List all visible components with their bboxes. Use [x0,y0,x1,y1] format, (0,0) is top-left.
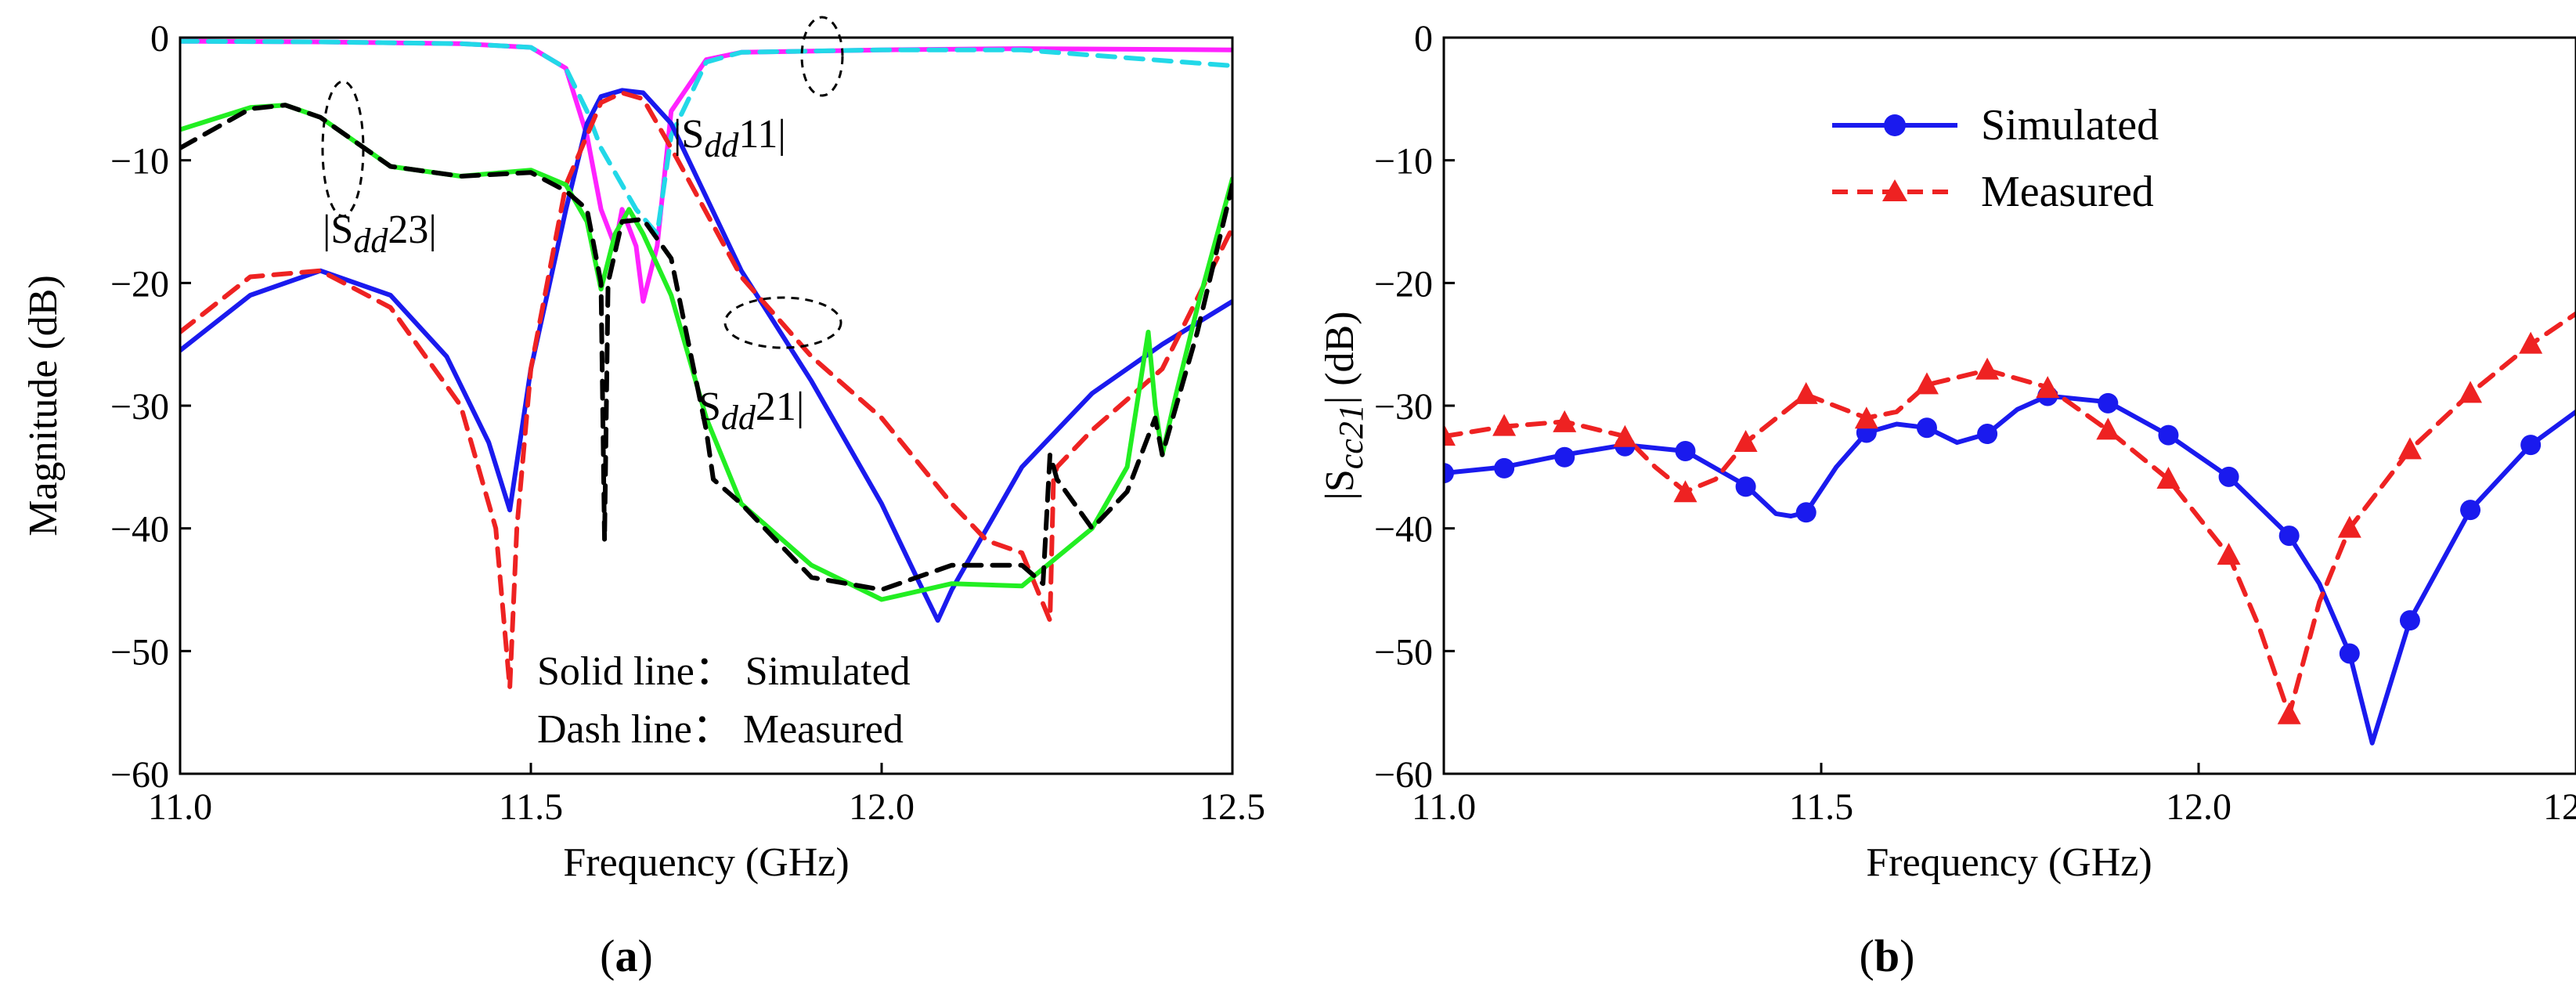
series-measured-marker [2519,331,2543,354]
series-simulated-marker [2098,392,2119,414]
panel-b-x-axis-title: Frequency (GHz) [1866,840,2152,885]
panel-a-x-tick-label: 11.5 [499,786,563,828]
panel-a-x-tick-label: 12.5 [1200,786,1265,828]
series-sdd11-measured-line [180,38,1232,237]
panel-a-ticks: 11.0 11.5 12.0 12.5 0 −10 −20 −30 −40 −50 −60 [110,18,1265,828]
panel-b-series-group [1444,311,2576,746]
panel-a-series-group [180,38,1232,691]
panel-b-x-tick-label: 11.0 [1412,786,1476,828]
panel-b-y-tick-label: −50 [1374,631,1433,673]
series-sdd23-simulated-line [180,103,1232,602]
legend-simulated-marker [1884,114,1906,136]
panel-b-x-tick-label: 12.5 [2543,786,2576,828]
panel-a-caption: (a) [600,930,653,981]
series-measured-marker [1492,414,1517,436]
panel-b-y-tick-label: −60 [1374,754,1433,796]
series-measured-marker [2277,702,2301,724]
sdd11-label: |Sdd11| [673,112,786,164]
legend-simulated-label: Simulated [1981,101,2159,150]
series-simulated-marker [1444,463,1454,484]
panel-b: 11.0 11.5 12.0 12.5 0 −10 −20 −30 −40 −50 −60 Freq… [1318,18,2576,981]
panel-b-x-tick-label: 12.0 [2166,786,2231,828]
series-simulated-marker [2520,435,2542,456]
panel-b-x-tick-label: 11.5 [1789,786,1853,828]
series-measured-marker [2337,515,2361,538]
panel-a-x-axis-title: Frequency (GHz) [563,840,849,885]
series-simulated-marker [1735,476,1756,497]
panel-b-y-axis-title: |Scc21| (dB) [1318,311,1370,500]
series-measured-marker [1975,357,2000,380]
panel-a-y-tick-label: −30 [110,386,169,428]
series-sdd21-measured-line [180,90,1232,691]
legend-measured-label: Measured [1981,168,2154,216]
series-measured-marker [1914,372,1939,395]
series-simulated-marker [1675,440,1696,461]
series-simulated-marker [2460,500,2481,521]
series-simulated-marker [1916,417,1937,439]
series-simulated-marker [1977,424,1998,445]
series-measured-marker [2459,381,2483,403]
series-measured-marker [2156,467,2181,489]
solid-line-note: Solid line： Simulated [537,649,911,694]
panel-b-y-tick-label: −30 [1374,386,1433,428]
dash-line-note: Dash line： Measured [537,707,904,752]
series-measured-marker [1794,381,1818,404]
series-measured-marker [1673,480,1697,503]
series-measured-marker [1553,410,1577,432]
series-simulated-marker [2158,424,2179,446]
series-simulated-marker [1494,457,1515,479]
sdd21-ellipse [723,296,842,349]
series-measured-marker [2397,437,2422,460]
panel-a-y-tick-label: −10 [110,141,169,182]
panel-b-y-tick-label: −20 [1374,263,1433,305]
series-simulated-marker [2278,525,2300,547]
series-simulated-marker [1554,446,1575,468]
panel-b-caption: (b) [1860,930,1915,981]
series-simulated-marker [2218,466,2239,487]
panel-a-y-tick-label: −20 [110,263,169,305]
series-measured-marker [2217,543,2241,565]
series-sdd11-simulated-line [180,38,1232,304]
panel-a-y-tick-label: −60 [110,754,169,796]
panel-a: 11.0 11.5 12.0 12.5 0 −10 −20 −30 −40 −50 −60 Freq… [21,16,1265,981]
legend: Simulated Measured [1832,101,2159,216]
panel-b-y-tick-label: −10 [1374,141,1433,182]
series-simulated-marker [2339,643,2360,664]
series-simulated-marker [2399,610,2420,631]
series-measured-marker [1613,424,1637,447]
sdd21-label: Sdd21| [698,385,804,437]
panel-a-y-tick-label: −50 [110,631,169,673]
panel-a-y-axis-title: Magnitude (dB) [21,275,66,536]
sdd23-label: |Sdd23| [323,208,437,260]
series-measured-marker [2096,417,2120,440]
panel-b-y-tick-label: −40 [1374,509,1433,551]
panel-b-y-tick-label: 0 [1414,18,1433,60]
series-sdd21-simulated-line [180,88,1232,623]
series-simulated-marker [1795,502,1817,523]
series-measured-marker [1444,424,1456,446]
series-simulated-line [1444,393,2576,746]
series-measured-line [1444,311,2576,717]
series-sdd23-measured-line [180,103,1232,592]
series-measured-marker [1854,406,1878,429]
panel-b-ticks: 11.0 11.5 12.0 12.5 0 −10 −20 −30 −40 −50 −60 [1374,18,2576,828]
panel-a-x-tick-label: 11.0 [148,786,212,828]
legend-measured-marker [1882,179,1907,201]
sdd23-ellipse [321,80,365,218]
panel-a-y-tick-label: 0 [150,18,169,60]
series-measured-marker [1734,430,1758,452]
series-measured-marker [2036,376,2060,399]
panel-a-y-tick-label: −40 [110,509,169,551]
sdd11-ellipse [800,16,844,97]
panel-a-x-tick-label: 12.0 [849,786,915,828]
